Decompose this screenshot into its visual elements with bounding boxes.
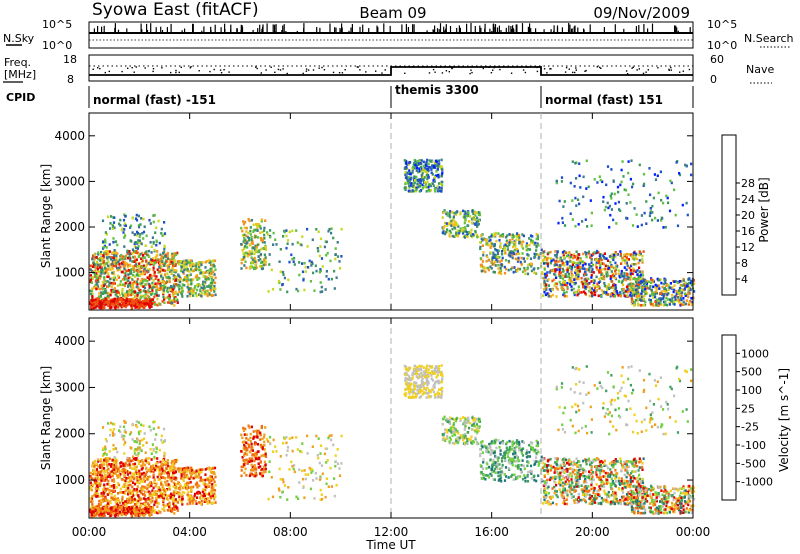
freq-tick-top: 18 (63, 53, 77, 66)
colorbar-tick-label: 20 (741, 209, 755, 222)
cpid-segment-3: normal (fast) 151 (545, 93, 663, 107)
y-tick-label: 4000 (54, 334, 85, 348)
nsky-panel: 10^5 10^0 10^5 10^0 N.Sky N.Search (3, 18, 794, 52)
freq-label-1: Freq. (4, 56, 31, 69)
vel-ylabel: Slant Range [km] (39, 366, 53, 470)
x-tick-label: 08:00 (273, 525, 308, 539)
x-tick-label: 16:00 (474, 525, 509, 539)
power-ylabel: Slant Range [km] (39, 164, 53, 268)
time-axis-label: Time UT (365, 538, 416, 552)
nave-tick-top: 60 (710, 53, 724, 66)
cpid-segment-1: normal (fast) -151 (93, 93, 216, 107)
nave-tick-bottom: 0 (710, 73, 717, 86)
colorbar-tick-label: 24 (741, 193, 755, 206)
freq-tick-bottom: 8 (67, 73, 74, 86)
radar-title: Syowa East (fitACF) (92, 0, 259, 20)
colorbar-tick-label: 28 (741, 177, 755, 190)
nsky-label: N.Sky (3, 32, 35, 45)
cpid-row: CPID normal (fast) -151 themis 3300 norm… (6, 83, 694, 108)
power-colorbar-label: Power [dB] (757, 177, 771, 242)
nave-label: Nave (746, 63, 774, 76)
cpid-segment-2: themis 3300 (395, 83, 479, 97)
colorbar-tick-label: 16 (741, 225, 755, 238)
power-colorbar: 4 8 12 16 20 24 28 (721, 134, 755, 296)
y-tick-label: 1000 (54, 473, 85, 487)
freq-panel: Freq. [MHz] 18 8 60 0 Nave (3, 53, 774, 86)
y-tick-label: 1000 (54, 266, 85, 280)
y-tick-label: 2000 (54, 220, 85, 234)
power-panel: 1000 2000 3000 4000 Slant Range [km] 4 8 12 16… (39, 112, 771, 311)
x-tick-label: 12:00 (374, 525, 409, 539)
cpid-label: CPID (6, 91, 35, 104)
y-tick-label: 2000 (54, 427, 85, 441)
nsearch-tick-top: 10^5 (707, 18, 737, 31)
y-tick-label: 3000 (54, 174, 85, 188)
freq-label-2: [MHz] (4, 68, 36, 81)
x-tick-label: 04:00 (172, 525, 207, 539)
colorbar-tick-label: 12 (741, 241, 755, 254)
y-tick-label: 3000 (54, 380, 85, 394)
date-label: 09/Nov/2009 (593, 4, 690, 22)
colorbar-tick-label: -500 (741, 457, 766, 470)
velocity-panel: 1000 2000 3000 4000 00:00 04:00 08:00 12:00 16:… (39, 317, 791, 552)
velocity-colorbar: -1000 -500 -100 -25 25 100 500 1000 (721, 334, 773, 501)
colorbar-tick-label: 500 (741, 366, 762, 379)
beam-label: Beam 09 (359, 4, 426, 22)
colorbar-tick-label: 1000 (741, 347, 769, 360)
nsky-tick-bottom: 10^0 (42, 39, 72, 52)
nsearch-label: N.Search (744, 32, 794, 45)
vel-colorbar-label: Velocity [m s^-1] (777, 368, 791, 472)
x-tick-label: 20:00 (575, 525, 610, 539)
colorbar-tick-label: 25 (741, 402, 755, 415)
colorbar-tick-label: 100 (741, 384, 762, 397)
y-tick-label: 4000 (54, 129, 85, 143)
x-tick-label: 00:00 (676, 525, 711, 539)
nsearch-tick-bottom: 10^0 (707, 39, 737, 52)
x-tick-label: 00:00 (72, 525, 107, 539)
colorbar-tick-label: -25 (741, 421, 759, 434)
colorbar-tick-label: 4 (741, 273, 748, 286)
colorbar-tick-label: -100 (741, 439, 766, 452)
colorbar-tick-label: -1000 (741, 476, 773, 489)
nsky-tick-top: 10^5 (42, 18, 72, 31)
colorbar-tick-label: 8 (741, 257, 748, 270)
